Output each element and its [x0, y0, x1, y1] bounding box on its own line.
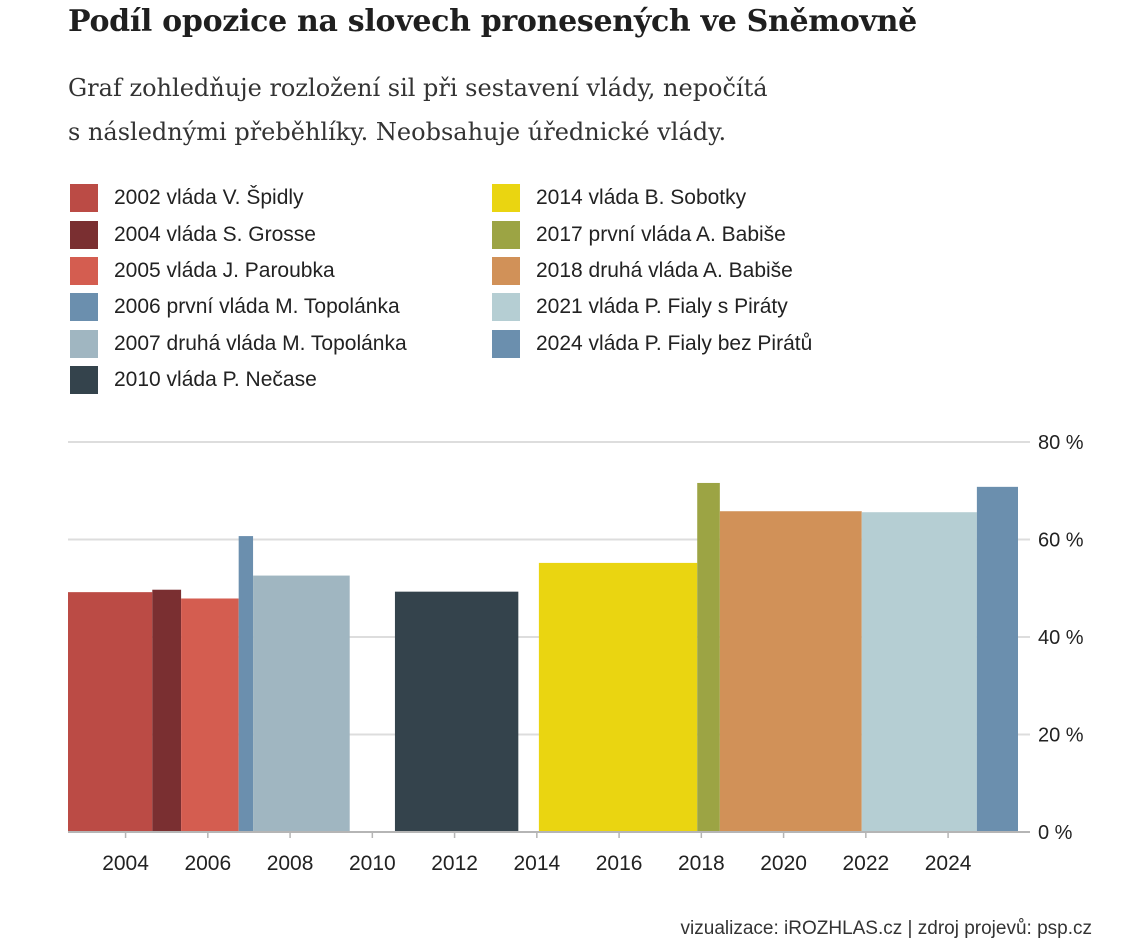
x-tick-label: 2012 [431, 852, 478, 875]
bar-2022 [861, 512, 977, 832]
x-tick-label: 2022 [842, 852, 889, 875]
x-tick-label: 2018 [678, 852, 725, 875]
legend-label: 2021 vláda P. Fialy s Piráty [536, 295, 788, 319]
legend-item: 2010 vláda P. Nečase [70, 362, 407, 398]
x-tick-label: 2024 [925, 852, 972, 875]
y-tick-label: 20 % [1038, 725, 1084, 747]
bar-2007 [253, 575, 350, 832]
legend-label: 2017 první vláda A. Babiše [536, 222, 786, 246]
legend-swatch [492, 293, 520, 322]
legend-item: 2018 druhá vláda A. Babiše [492, 253, 812, 289]
subtitle-line-1: Graf zohledňuje rozložení sil při sestav… [68, 74, 768, 102]
bar-2018 [697, 482, 720, 832]
bar-2014 [538, 562, 698, 832]
subtitle-line-2: s následnými přeběhlíky. Neobsahuje úřed… [68, 118, 727, 146]
legend-label: 2007 druhá vláda M. Topolánka [114, 331, 407, 355]
y-tick-label: 80 % [1038, 432, 1084, 454]
y-tick-label: 60 % [1038, 530, 1084, 552]
y-tick-label: 0 % [1038, 822, 1073, 844]
legend-swatch [492, 184, 520, 213]
bar-2025 [976, 486, 1018, 832]
chart-subtitle: Graf zohledňuje rozložení sil při sestav… [68, 66, 888, 154]
legend-item: 2007 druhá vláda M. Topolánka [70, 326, 407, 362]
legend-column-right: 2014 vláda B. Sobotky 2017 první vláda A.… [492, 180, 812, 362]
legend-item: 2004 vláda S. Grosse [70, 216, 407, 252]
legend-label: 2010 vláda P. Nečase [114, 368, 317, 392]
legend-label: 2004 vláda S. Grosse [114, 222, 316, 246]
legend-item: 2006 první vláda M. Topolánka [70, 289, 407, 325]
bar-2018 [719, 511, 862, 832]
x-tick-label: 2020 [760, 852, 807, 875]
legend-label: 2002 vláda V. Špidly [114, 186, 304, 210]
axes: 0 % 20 % 40 % 60 % 80 % 2004 2006 2008 2010 2012 2… [68, 432, 1084, 875]
legend-label: 2018 druhá vláda A. Babiše [536, 258, 793, 282]
chart-title: Podíl opozice na slovech pronesených ve … [68, 4, 917, 39]
legend-item: 2005 vláda J. Paroubka [70, 253, 407, 289]
legend-item: 2024 vláda P. Fialy bez Pirátů [492, 326, 812, 362]
bar-2005 [181, 598, 239, 832]
legend-label: 2014 vláda B. Sobotky [536, 186, 747, 210]
legend-swatch [492, 220, 520, 249]
legend-swatch [70, 293, 98, 322]
legend-label: 2005 vláda J. Paroubka [114, 258, 335, 282]
x-tick-label: 2006 [184, 852, 231, 875]
legend-swatch [70, 256, 98, 285]
legend-swatch [70, 184, 98, 213]
legend-item: 2014 vláda B. Sobotky [492, 180, 812, 216]
bar-2011 [394, 591, 519, 832]
legend-column-left: 2002 vláda V. Špidly 2004 vláda S. Grosse… [70, 180, 407, 398]
bar-2003 [68, 592, 153, 832]
legend-item: 2002 vláda V. Špidly [70, 180, 407, 216]
x-tick-label: 2016 [596, 852, 643, 875]
legend-item: 2017 první vláda A. Babiše [492, 216, 812, 252]
legend-swatch [492, 329, 520, 358]
x-tick-label: 2008 [267, 852, 314, 875]
legend-swatch [492, 256, 520, 285]
y-tick-label: 40 % [1038, 627, 1084, 649]
bar-chart: 0 % 20 % 40 % 60 % 80 % 2004 2006 2008 2010 2012 2… [68, 432, 1084, 875]
legend-label: 2006 první vláda M. Topolánka [114, 295, 400, 319]
x-tick-label: 2010 [349, 852, 396, 875]
x-tick-label: 2004 [102, 852, 149, 875]
source-credit: vizualizace: iROZHLAS.cz | zdroj projevů… [680, 918, 1092, 939]
bars [68, 482, 1018, 832]
legend-swatch [70, 220, 98, 249]
bar-2005 [152, 589, 182, 832]
x-tick-label: 2014 [513, 852, 560, 875]
legend-item: 2021 vláda P. Fialy s Piráty [492, 289, 812, 325]
legend-label: 2024 vláda P. Fialy bez Pirátů [536, 331, 813, 355]
legend-swatch [70, 329, 98, 358]
legend-swatch [70, 366, 98, 395]
bar-2007 [238, 536, 254, 832]
